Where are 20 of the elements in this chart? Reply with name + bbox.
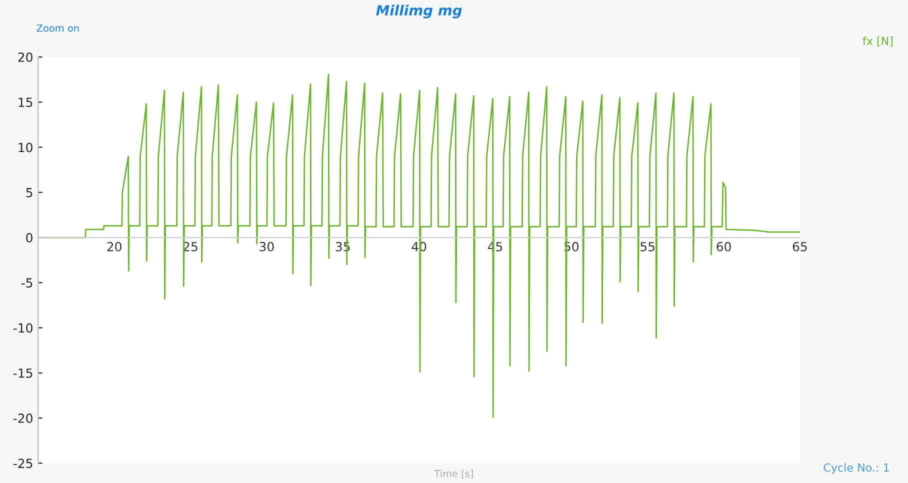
y-tick-label: -5: [21, 278, 32, 288]
y-tick-label: 15: [18, 98, 32, 108]
y-tick-label: -25: [13, 458, 32, 468]
x-tick-label: 30: [260, 242, 274, 252]
text: fx [N]: [862, 36, 893, 46]
x-axis-title: Time [s]: [434, 470, 473, 478]
y-tick-label: 0: [26, 233, 32, 242]
text: Cycle No.: 1: [824, 463, 889, 474]
x-tick-label: 65: [792, 242, 807, 252]
x-tick-label: 55: [640, 242, 654, 252]
y-tick-label: 10: [18, 142, 32, 152]
y-tick-label: 5: [26, 188, 32, 198]
y-tick-label: -15: [13, 368, 32, 378]
x-tick-label: 20: [107, 242, 122, 252]
y-tick-label: 20: [18, 52, 32, 62]
y-tick-label: -20: [13, 414, 32, 423]
x-tick-label: 60: [716, 242, 731, 252]
text: Zoom on: [36, 24, 79, 32]
chart-title: Millimg mg: [376, 4, 462, 18]
y-tick-label: -10: [13, 323, 32, 333]
